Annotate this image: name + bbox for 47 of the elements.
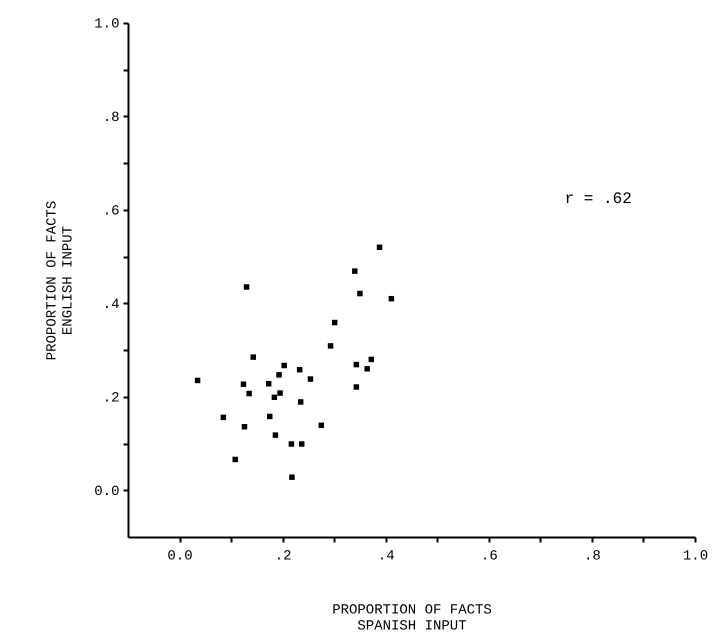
- point: [276, 372, 282, 378]
- y-axis-title: PROPORTION OF FACTS ENGLISH INPUT: [44, 200, 76, 360]
- point: [388, 296, 394, 302]
- point: [272, 394, 278, 400]
- point: [240, 381, 246, 387]
- point: [328, 343, 334, 349]
- point: [308, 376, 314, 382]
- point: [298, 399, 304, 405]
- point: [281, 362, 287, 368]
- point: [289, 474, 295, 480]
- point: [194, 378, 200, 384]
- point: [266, 380, 272, 386]
- x-tick-label: .2: [274, 548, 292, 564]
- x-tick-label: 0.0: [167, 548, 193, 564]
- x-tick-label: 1.0: [682, 548, 708, 564]
- point: [242, 424, 248, 430]
- point: [232, 456, 238, 462]
- point: [277, 390, 283, 396]
- x-tick-label: .6: [480, 548, 498, 564]
- point: [357, 290, 363, 296]
- point: [244, 284, 250, 290]
- point: [298, 441, 304, 447]
- y-tick-label: .8: [102, 110, 120, 126]
- point: [364, 366, 370, 372]
- point: [267, 414, 272, 420]
- y-tick-label: 1.0: [94, 16, 120, 32]
- x-tick-label: .8: [584, 548, 601, 564]
- point: [250, 354, 256, 360]
- y-tick-label: 0.0: [94, 484, 120, 500]
- point: [352, 268, 358, 274]
- point: [246, 390, 252, 396]
- point: [376, 244, 382, 250]
- y-tick-label: .4: [102, 296, 120, 313]
- point: [318, 422, 324, 428]
- y-tick-label: .6: [102, 203, 120, 220]
- point: [288, 441, 294, 447]
- x-tick-label: .4: [378, 548, 395, 564]
- point: [296, 366, 302, 372]
- point: [354, 362, 360, 368]
- point: [220, 414, 226, 420]
- annotation: r = .62: [564, 190, 632, 208]
- point: [272, 432, 278, 438]
- x-axis-title: PROPORTION OF FACTS SPANISH INPUT: [332, 602, 492, 634]
- point: [368, 356, 374, 362]
- point: [354, 384, 360, 390]
- y-tick-label: .2: [102, 390, 120, 406]
- point: [332, 320, 338, 326]
